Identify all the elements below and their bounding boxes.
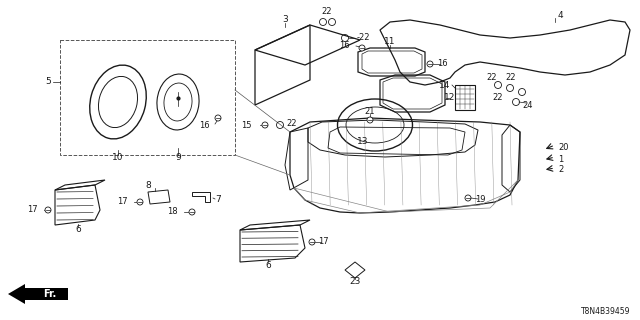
Circle shape bbox=[262, 122, 268, 128]
Text: -22: -22 bbox=[357, 34, 371, 43]
Text: 7: 7 bbox=[215, 196, 221, 204]
Text: 3: 3 bbox=[282, 15, 288, 25]
Text: 22: 22 bbox=[493, 93, 503, 102]
Circle shape bbox=[137, 199, 143, 205]
Text: 8: 8 bbox=[145, 180, 151, 189]
Circle shape bbox=[465, 195, 471, 201]
Text: 21: 21 bbox=[365, 108, 375, 116]
Text: 17: 17 bbox=[28, 205, 38, 214]
Text: 18: 18 bbox=[168, 207, 178, 217]
Text: 4: 4 bbox=[557, 11, 563, 20]
Text: 16: 16 bbox=[339, 41, 350, 50]
Text: 12: 12 bbox=[444, 93, 456, 102]
Circle shape bbox=[367, 117, 373, 123]
Text: 17: 17 bbox=[117, 197, 128, 206]
Text: 22: 22 bbox=[287, 119, 297, 129]
Circle shape bbox=[359, 45, 365, 51]
Text: 13: 13 bbox=[357, 138, 369, 147]
Text: 2: 2 bbox=[558, 165, 563, 174]
Circle shape bbox=[309, 239, 315, 245]
Text: T8N4B39459: T8N4B39459 bbox=[580, 308, 630, 316]
Text: 9: 9 bbox=[175, 154, 181, 163]
Circle shape bbox=[189, 209, 195, 215]
Text: 6: 6 bbox=[75, 226, 81, 235]
Text: 22: 22 bbox=[506, 74, 516, 83]
Text: 16: 16 bbox=[436, 60, 447, 68]
Text: Fr.: Fr. bbox=[44, 289, 56, 299]
Text: 1: 1 bbox=[558, 155, 563, 164]
Circle shape bbox=[45, 207, 51, 213]
Text: 11: 11 bbox=[384, 37, 396, 46]
Text: 22: 22 bbox=[322, 7, 332, 17]
Text: 24: 24 bbox=[523, 100, 533, 109]
Text: 15: 15 bbox=[241, 122, 252, 131]
Text: 5: 5 bbox=[45, 77, 51, 86]
Polygon shape bbox=[25, 288, 68, 300]
Text: 6: 6 bbox=[265, 260, 271, 269]
Text: 22: 22 bbox=[486, 74, 497, 83]
Text: 14: 14 bbox=[438, 81, 450, 90]
Text: 17: 17 bbox=[317, 237, 328, 246]
Text: Fr.: Fr. bbox=[44, 289, 56, 299]
Text: 23: 23 bbox=[349, 277, 361, 286]
Text: 16: 16 bbox=[200, 122, 210, 131]
Text: 19: 19 bbox=[475, 196, 485, 204]
Text: 20: 20 bbox=[558, 142, 568, 151]
Circle shape bbox=[215, 115, 221, 121]
Polygon shape bbox=[8, 284, 25, 304]
Text: 10: 10 bbox=[112, 154, 124, 163]
Circle shape bbox=[427, 61, 433, 67]
